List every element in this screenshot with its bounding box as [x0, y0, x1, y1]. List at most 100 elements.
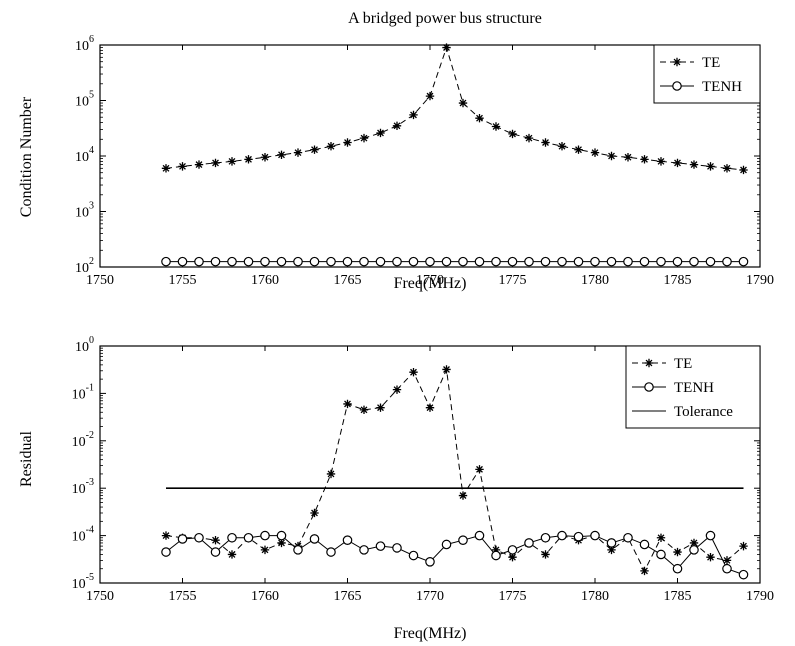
data-point-tenh: [656, 256, 666, 267]
data-point-tenh: [359, 545, 369, 555]
data-point-tenh: [425, 557, 435, 567]
x-tick-label: 1770: [416, 589, 444, 604]
data-point-tenh: [177, 256, 188, 267]
data-point-te: [359, 405, 369, 415]
y-tick-exponent: 5: [89, 90, 94, 101]
legend-marker-te: [644, 358, 654, 368]
x-tick-label: 1790: [746, 589, 774, 604]
data-point-tenh: [722, 563, 732, 574]
data-point-te: [178, 162, 187, 171]
data-point-te: [277, 150, 286, 160]
y-tick-base: 10: [72, 435, 86, 450]
data-point-tenh: [705, 256, 716, 267]
data-point-te: [227, 157, 237, 166]
x-tick-label: 1790: [746, 273, 774, 288]
y-tick-exponent: -5: [86, 572, 94, 583]
data-point-tenh: [309, 256, 320, 267]
data-point-tenh: [408, 256, 419, 267]
data-point-tenh: [293, 256, 303, 267]
y-tick-exponent: -4: [86, 525, 94, 536]
y-tick-base: 10: [72, 577, 86, 592]
y-tick-base: 10: [75, 340, 89, 355]
y-tick-exponent: -2: [86, 430, 94, 441]
data-point-te: [722, 164, 732, 173]
data-point-te: [409, 110, 418, 120]
data-point-tenh: [689, 256, 699, 267]
data-point-tenh: [260, 256, 270, 267]
data-point-te: [425, 91, 435, 101]
data-point-te: [211, 535, 220, 545]
data-point-tenh: [408, 550, 419, 561]
x-tick-label: 1765: [334, 273, 362, 288]
legend-label-tenh: TENH: [702, 79, 742, 95]
data-point-tenh: [672, 256, 683, 267]
data-point-te: [673, 158, 682, 168]
data-point-tenh: [177, 534, 188, 544]
data-point-tenh: [458, 256, 468, 267]
data-point-tenh: [161, 256, 171, 267]
data-point-te: [244, 155, 253, 164]
x-tick-label: 1760: [251, 273, 279, 288]
data-point-te: [673, 547, 682, 557]
data-point-te: [706, 553, 715, 562]
x-tick-label: 1755: [169, 273, 197, 288]
x-tick-label: 1750: [86, 589, 114, 604]
data-point-tenh: [392, 543, 402, 553]
data-point-tenh: [260, 530, 270, 541]
data-point-te: [656, 533, 666, 542]
y-tick-base: 10: [75, 39, 89, 54]
data-point-tenh: [573, 531, 584, 542]
y-tick-exponent: 4: [89, 145, 94, 156]
legend-marker-tenh: [644, 382, 654, 392]
data-point-te: [706, 162, 715, 171]
data-point-tenh: [722, 256, 732, 267]
condition-number-panel: Condition Number Freq(MHz) 1750 1755 1760 1…: [18, 34, 774, 292]
y-tick-base: 10: [72, 482, 86, 497]
data-point-te: [310, 508, 319, 518]
y-tick-base: 10: [75, 206, 89, 221]
data-point-tenh: [359, 256, 369, 267]
legend-box: [653, 44, 761, 104]
data-point-tenh: [623, 532, 633, 543]
legend-label-tolerance: Tolerance: [674, 404, 733, 420]
y-tick-exponent: 3: [89, 201, 94, 212]
x-tick-label: 1785: [664, 589, 692, 604]
data-point-te: [392, 121, 402, 130]
legend-label-te: TE: [702, 55, 720, 71]
y-tick-exponent: -3: [86, 477, 94, 488]
data-point-tenh: [590, 530, 600, 541]
data-point-tenh: [689, 545, 699, 555]
y-tick-label: 102: [75, 256, 94, 276]
data-point-tenh: [557, 530, 567, 541]
data-point-te: [739, 165, 748, 175]
data-point-tenh: [326, 547, 336, 557]
data-point-te: [722, 556, 732, 565]
y-tick-label: 100: [75, 335, 94, 355]
data-point-te: [442, 365, 451, 374]
data-point-te: [623, 153, 633, 162]
legend-marker-tenh: [672, 81, 682, 91]
data-point-te: [491, 122, 501, 131]
x-tick-label: 1770: [416, 273, 444, 288]
data-point-tenh: [276, 256, 287, 267]
data-point-tenh: [392, 256, 402, 267]
data-point-te: [458, 98, 468, 108]
data-point-tenh: [194, 532, 204, 543]
data-point-tenh: [342, 256, 353, 267]
data-point-te: [640, 566, 649, 576]
data-point-tenh: [441, 539, 452, 550]
data-point-tenh: [573, 256, 584, 267]
data-point-te: [293, 148, 303, 157]
y-tick-exponent: 6: [89, 34, 94, 45]
data-point-te: [524, 133, 534, 143]
data-point-tenh: [458, 535, 468, 545]
data-point-te: [310, 145, 319, 154]
series-line-te: [165, 45, 744, 171]
data-point-te: [491, 545, 501, 555]
y-tick-label: 104: [75, 145, 94, 165]
data-point-tenh: [507, 256, 518, 267]
data-point-tenh: [540, 532, 551, 543]
legend-label-tenh: TENH: [674, 380, 714, 396]
data-point-te: [739, 541, 748, 551]
data-point-tenh: [738, 256, 749, 267]
